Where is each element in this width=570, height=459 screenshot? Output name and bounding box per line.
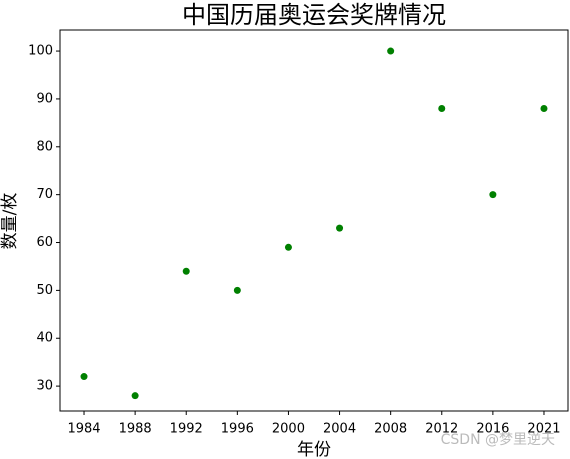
point	[438, 104, 446, 112]
point	[540, 104, 548, 112]
y-tick-label: 90	[36, 91, 53, 106]
point	[233, 286, 241, 294]
x-tick-label: 2016	[476, 422, 509, 437]
y-tick-label: 50	[36, 283, 53, 298]
y-axis-label: 数量/枚	[0, 193, 20, 250]
y-tick-label: 60	[36, 235, 53, 250]
point	[489, 191, 497, 199]
x-tick-label: 1992	[170, 422, 203, 437]
x-tick-label: 2008	[374, 422, 407, 437]
x-tick-label: 1996	[221, 422, 254, 437]
x-tick-label: 2012	[425, 422, 458, 437]
y-tick-label: 70	[36, 187, 53, 202]
point	[284, 243, 292, 251]
y-tick-label: 30	[36, 379, 53, 394]
point	[387, 47, 395, 55]
point	[336, 224, 344, 232]
chart-title: 中国历届奥运会奖牌情况	[182, 1, 446, 29]
x-tick-label: 1988	[119, 422, 152, 437]
y-tick-label: 80	[36, 139, 53, 154]
x-tick-label: 2000	[272, 422, 305, 437]
point	[131, 392, 139, 400]
watermark: CSDN @梦里逆天	[441, 432, 555, 448]
x-tick-label: 2004	[323, 422, 356, 437]
x-axis-label: 年份	[297, 440, 331, 459]
point	[182, 267, 190, 275]
x-tick-label: 2021	[527, 422, 560, 437]
y-tick-label: 40	[36, 331, 53, 346]
y-tick-label: 100	[28, 44, 53, 59]
point	[80, 373, 88, 381]
x-tick-label: 1984	[67, 422, 100, 437]
plot-frame	[59, 29, 569, 412]
